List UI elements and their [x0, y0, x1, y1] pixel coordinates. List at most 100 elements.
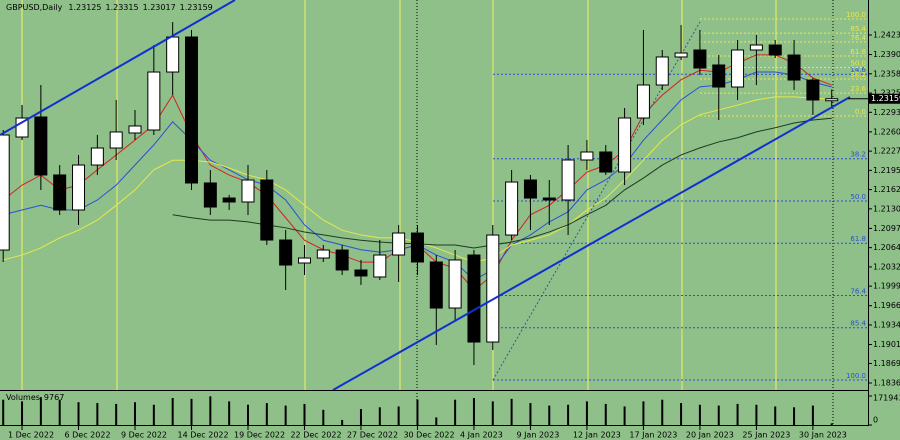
- candle-body: [542, 197, 556, 201]
- x-tick-label: 27 Dec 2022: [347, 431, 398, 440]
- y-tick-label: 1.23905: [873, 50, 900, 59]
- candle-body: [693, 49, 707, 69]
- x-tick-label: 1 Dec 2022: [8, 431, 54, 440]
- trend-lines: [0, 0, 851, 390]
- y-tick-label: 1.20645: [873, 243, 900, 252]
- candle-body: [15, 117, 29, 138]
- candle-body: [806, 79, 820, 101]
- candle-body: [749, 44, 763, 51]
- candle-body: [53, 174, 67, 211]
- header-high: 1.23315: [105, 3, 138, 12]
- y-tick-label: 1.19665: [873, 301, 900, 310]
- volume-bars: [2, 396, 833, 425]
- x-tick-label: 20 Jan 2023: [686, 431, 734, 440]
- candle-body: [618, 117, 632, 173]
- candle-body: [787, 54, 801, 81]
- y-tick-label: 1.18690: [873, 359, 900, 368]
- x-tick-label: 19 Dec 2022: [234, 431, 285, 440]
- volume-last: 9767: [44, 393, 64, 402]
- fib-label: 14.6: [850, 66, 866, 74]
- price-label: 1.23159: [871, 94, 900, 103]
- candle-body: [561, 159, 575, 201]
- x-tick-label: 30 Dec 2022: [403, 431, 454, 440]
- x-tick-label: 12 Jan 2023: [573, 431, 621, 440]
- x-tick-label: 9 Dec 2022: [121, 431, 167, 440]
- trend-line: [332, 96, 851, 390]
- candle-body: [467, 254, 481, 343]
- candle-body: [222, 197, 236, 203]
- candle-body: [655, 56, 669, 86]
- x-tick-label: 17 Jan 2023: [629, 431, 677, 440]
- fib-label: 50.0: [850, 59, 866, 67]
- fib-label: 100.0: [846, 372, 866, 380]
- fib-label: 85.4: [850, 25, 866, 33]
- candle-body: [410, 232, 424, 263]
- x-tick-label: 30 Jan 2023: [799, 431, 847, 440]
- fib-label: 61.8: [850, 48, 866, 56]
- candle-body: [34, 116, 48, 176]
- y-tick-label: 1.23580: [873, 69, 900, 78]
- header-open: 1.23125: [68, 3, 101, 12]
- candle-body: [0, 134, 10, 251]
- y-tick-label: 1.19010: [873, 340, 900, 349]
- y-tick-label: 1.19340: [873, 320, 900, 329]
- fib-label: 50.0: [850, 193, 866, 201]
- candle-body: [636, 84, 650, 119]
- candle-body: [505, 181, 519, 236]
- candle-body: [373, 254, 387, 278]
- y-tick-label: 1.21300: [873, 204, 900, 213]
- x-tick-label: 9 Jan 2023: [516, 431, 559, 440]
- candle-body: [335, 249, 349, 271]
- candle-body: [354, 269, 368, 277]
- candle-body: [392, 232, 406, 256]
- candle-body: [523, 179, 537, 199]
- candle-body: [128, 125, 142, 134]
- volume-tick-label: 171943: [873, 394, 900, 403]
- period-separators: [21, 0, 777, 390]
- y-tick-label: 1.21625: [873, 185, 900, 194]
- trend-line: [0, 0, 236, 136]
- fib-label: 38.2: [850, 151, 866, 159]
- candle-body: [599, 151, 613, 173]
- candle-body: [109, 131, 123, 149]
- candle-body: [712, 64, 726, 88]
- x-tick-label: 22 Dec 2022: [290, 431, 341, 440]
- x-tick-label: 4 Jan 2023: [460, 431, 503, 440]
- x-tick-label: 25 Jan 2023: [742, 431, 790, 440]
- fib-label: 76.4: [850, 34, 866, 42]
- header-close: 1.23159: [180, 3, 213, 12]
- candle-body: [768, 44, 782, 56]
- header-low: 1.23017: [143, 3, 176, 12]
- fib-label: 100.0: [846, 11, 866, 19]
- fib-label: 0.0: [855, 108, 866, 116]
- candle-body: [825, 98, 839, 102]
- volume-header: Volumes 9767: [6, 393, 64, 402]
- candle-body: [316, 249, 330, 259]
- candle-body: [429, 261, 443, 309]
- candle-body: [486, 234, 500, 343]
- x-tick-label: 14 Dec 2022: [178, 431, 229, 440]
- candle-body: [166, 36, 180, 73]
- y-tick-label: 1.20970: [873, 224, 900, 233]
- candle-body: [260, 179, 274, 241]
- y-tick-label: 1.22275: [873, 147, 900, 156]
- fib-label: 85.4: [850, 320, 866, 328]
- candle-body: [580, 151, 594, 161]
- candle-body: [279, 239, 293, 266]
- fib-label: 61.8: [850, 235, 866, 243]
- y-tick-label: 1.22600: [873, 127, 900, 136]
- moving-average: [172, 117, 832, 249]
- volume-tick-label: 0: [873, 416, 878, 425]
- y-tick-label: 1.24235: [873, 31, 900, 40]
- candle-body: [147, 71, 161, 131]
- candles: [0, 21, 839, 366]
- fib-label: 38.2: [850, 71, 866, 79]
- axes: 1.24235 1.23905 1.23580 1.23255 1.22930 1.226…: [8, 31, 900, 440]
- y-tick-label: 1.20320: [873, 262, 900, 271]
- candle-body: [674, 52, 688, 58]
- candle-body: [297, 257, 311, 264]
- candle-body: [185, 36, 198, 184]
- candle-body: [731, 49, 745, 88]
- symbol: GBPUSD,Daily: [6, 3, 63, 12]
